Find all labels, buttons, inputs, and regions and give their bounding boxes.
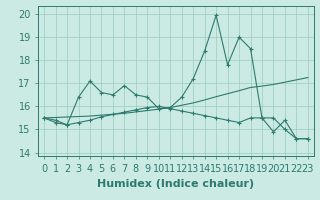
X-axis label: Humidex (Indice chaleur): Humidex (Indice chaleur) [97,179,255,189]
